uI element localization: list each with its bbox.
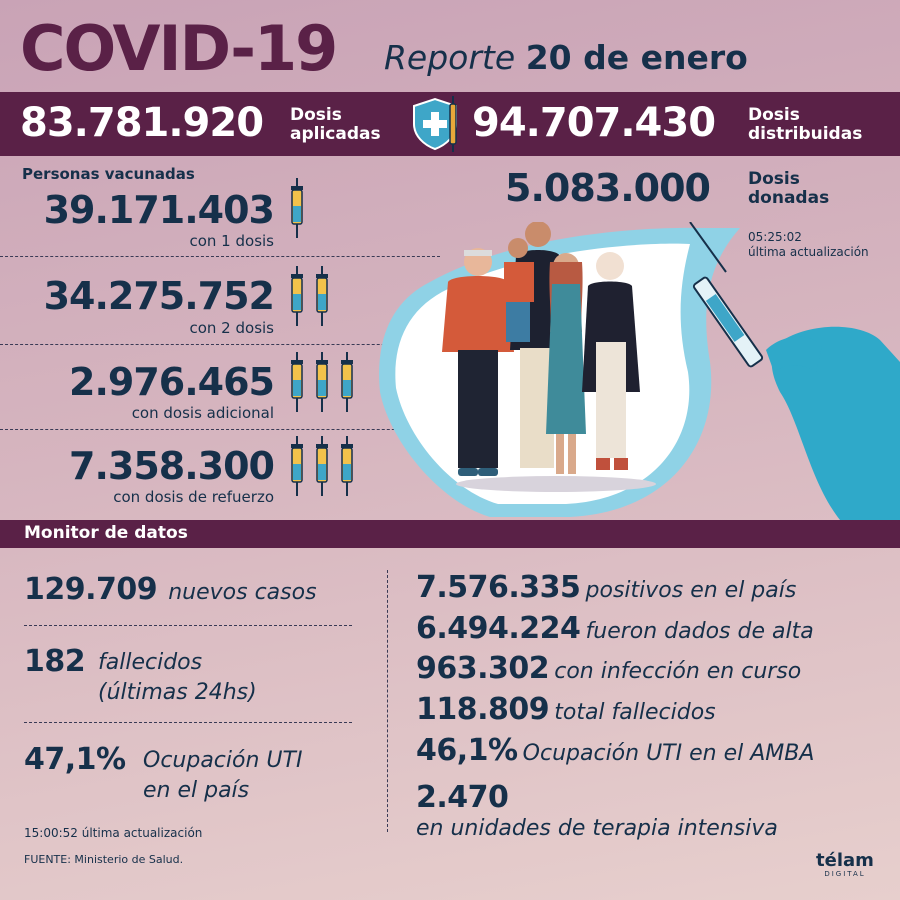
vaccinated-1-dose-label: con 1 dosis [189,232,274,250]
telam-logo: télam DIGITAL [816,850,874,879]
monitor-update: 15:00:52 última actualización [24,826,202,840]
deaths-24h-label: fallecidos (últimas 24hs) [98,650,257,705]
family-vaccine-illustration [379,222,900,520]
divider [0,344,440,345]
column-divider [387,570,388,832]
stat-icu-amba: 46,1% Ocupación UTI en el AMBA [416,733,815,768]
syringe-icons [290,177,354,497]
applied-doses-label: Dosis aplicadas [290,105,381,144]
divider [0,256,440,257]
new-cases-value: 129.709 [24,572,158,607]
new-cases: 129.709 nuevos casos [24,572,317,607]
vaccinated-2-doses-label: con 2 dosis [189,319,274,337]
vaccinated-title: Personas vacunadas [22,165,195,183]
vaccinated-additional-label: con dosis adicional [131,404,274,422]
stat-active: 963.302 con infección en curso [416,651,802,686]
stat-total-deaths: 118.809 total fallecidos [416,692,716,727]
vaccinated-1-dose-value: 39.171.403 [43,188,275,232]
syringe-icon [290,351,304,413]
syringe-icon [290,265,304,327]
monitor-band [0,520,900,548]
grandpa-figure [442,248,514,476]
distributed-doses-label: Dosis distribuidas [748,105,863,144]
syringe-illustration [689,222,764,368]
vaccinated-2-doses-value: 34.275.752 [43,274,275,318]
syringe-icon [315,435,329,497]
shield-vaccine-icon [413,96,457,152]
monitor-update-time: 15:00:52 [24,826,78,840]
divider [24,625,352,626]
icu-country-value: 47,1% [24,742,126,777]
donated-doses-label: Dosis donadas [748,169,830,208]
vaccine-update-label: última actualización [748,245,869,259]
vaccine-update-time: 05:25:02 [748,230,802,244]
icu-units-label: en unidades de terapia intensiva [416,816,778,841]
syringe-icon [315,351,329,413]
report-word: Reporte [384,38,516,77]
source-note: FUENTE: Ministerio de Salud. [24,853,184,866]
divider [0,429,440,430]
divider [24,722,352,723]
icu-units-value: 2.470 [416,780,509,815]
new-cases-label: nuevos casos [168,580,317,605]
mother-figure [546,253,586,474]
syringe-icon [340,435,354,497]
distributed-doses-value: 94.707.430 [472,100,716,146]
stat-recovered: 6.494.224 fueron dados de alta [416,611,814,646]
gloved-hand [766,326,900,520]
page-title: COVID-19 [20,12,338,85]
report-date: 20 de enero [525,38,748,77]
syringe-icon [290,177,304,239]
donated-doses-value: 5.083.000 [505,166,711,210]
applied-doses-value: 83.781.920 [20,100,264,146]
stat-positives: 7.576.335 positivos en el país [416,570,797,605]
icu-country-label: Ocupación UTI en el país [143,748,303,803]
vaccinated-booster-label: con dosis de refuerzo [113,488,274,506]
syringe-icon [340,351,354,413]
grandma-figure [582,252,640,470]
monitor-title: Monitor de datos [24,523,188,543]
deaths-24h-value: 182 [24,644,86,679]
vaccinated-booster-value: 7.358.300 [69,444,275,488]
vaccinated-additional-value: 2.976.465 [69,360,275,404]
syringe-icon [315,265,329,327]
monitor-update-label: última actualización [81,826,203,840]
report-heading: Reporte 20 de enero [384,38,748,77]
syringe-icon [290,435,304,497]
